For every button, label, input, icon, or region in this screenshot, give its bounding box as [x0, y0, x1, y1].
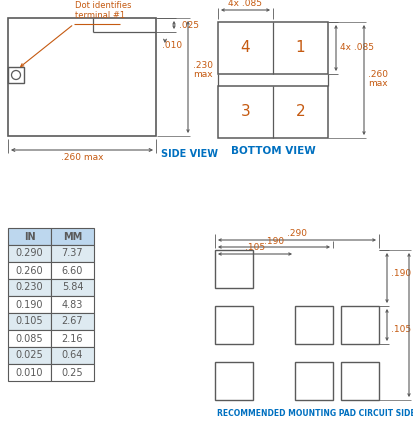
- Bar: [218, 22, 328, 74]
- Text: 0.105: 0.105: [16, 317, 43, 327]
- Text: 5.84: 5.84: [62, 283, 83, 292]
- Bar: [341, 362, 379, 400]
- Text: Dot identifies: Dot identifies: [75, 1, 131, 10]
- Text: 6.60: 6.60: [62, 266, 83, 276]
- Text: .190: .190: [264, 236, 284, 245]
- Text: 0.230: 0.230: [16, 283, 43, 292]
- Bar: [295, 306, 333, 344]
- Text: RECOMMENDED MOUNTING PAD CIRCUIT SIDE: RECOMMENDED MOUNTING PAD CIRCUIT SIDE: [217, 410, 413, 419]
- Bar: [51, 262, 94, 279]
- Text: 0.260: 0.260: [16, 266, 43, 276]
- Bar: [8, 296, 51, 313]
- Bar: [51, 313, 94, 330]
- Bar: [8, 67, 24, 83]
- Text: .105: .105: [391, 324, 411, 334]
- Text: 7.37: 7.37: [62, 248, 83, 258]
- Bar: [51, 330, 94, 347]
- Text: 0.64: 0.64: [62, 350, 83, 360]
- Text: .010: .010: [162, 41, 182, 51]
- Bar: [8, 262, 51, 279]
- Text: 1: 1: [296, 41, 305, 55]
- Bar: [51, 245, 94, 262]
- Bar: [51, 364, 94, 381]
- Bar: [341, 306, 379, 344]
- Text: 0.25: 0.25: [62, 368, 83, 378]
- Bar: [218, 86, 328, 138]
- Bar: [8, 228, 51, 245]
- Text: 0.085: 0.085: [16, 334, 43, 343]
- Text: .260 max: .260 max: [61, 153, 103, 162]
- Text: .230: .230: [193, 61, 213, 70]
- Text: .190: .190: [391, 270, 411, 279]
- Text: 2.67: 2.67: [62, 317, 83, 327]
- Text: max: max: [368, 79, 388, 88]
- Text: 0.010: 0.010: [16, 368, 43, 378]
- Text: .105: .105: [245, 244, 265, 252]
- Text: BOTTOM VIEW: BOTTOM VIEW: [230, 146, 316, 156]
- Text: 4x .085: 4x .085: [340, 44, 374, 53]
- Bar: [215, 306, 253, 344]
- Text: 4.83: 4.83: [62, 299, 83, 309]
- Bar: [51, 347, 94, 364]
- Text: .290: .290: [287, 229, 307, 238]
- Bar: [8, 330, 51, 347]
- Text: 2.16: 2.16: [62, 334, 83, 343]
- Bar: [8, 364, 51, 381]
- Text: 0.190: 0.190: [16, 299, 43, 309]
- Text: 0.290: 0.290: [16, 248, 43, 258]
- Bar: [51, 279, 94, 296]
- Text: 3: 3: [241, 105, 250, 120]
- Bar: [215, 250, 253, 288]
- Text: 4: 4: [241, 41, 250, 55]
- Bar: [8, 347, 51, 364]
- Text: 0.025: 0.025: [16, 350, 43, 360]
- Text: 2: 2: [296, 105, 305, 120]
- Bar: [51, 296, 94, 313]
- Bar: [8, 18, 156, 136]
- Bar: [8, 245, 51, 262]
- Bar: [51, 228, 94, 245]
- Bar: [215, 362, 253, 400]
- Text: .260: .260: [368, 70, 388, 79]
- Bar: [295, 362, 333, 400]
- Text: .025: .025: [179, 20, 199, 29]
- Text: IN: IN: [24, 232, 36, 241]
- Text: SIDE VIEW: SIDE VIEW: [161, 149, 218, 159]
- Text: MM: MM: [63, 232, 82, 241]
- Bar: [8, 279, 51, 296]
- Bar: [8, 313, 51, 330]
- Text: max: max: [193, 70, 213, 79]
- Text: terminal #1: terminal #1: [75, 10, 125, 19]
- Text: 4x .085: 4x .085: [228, 0, 263, 9]
